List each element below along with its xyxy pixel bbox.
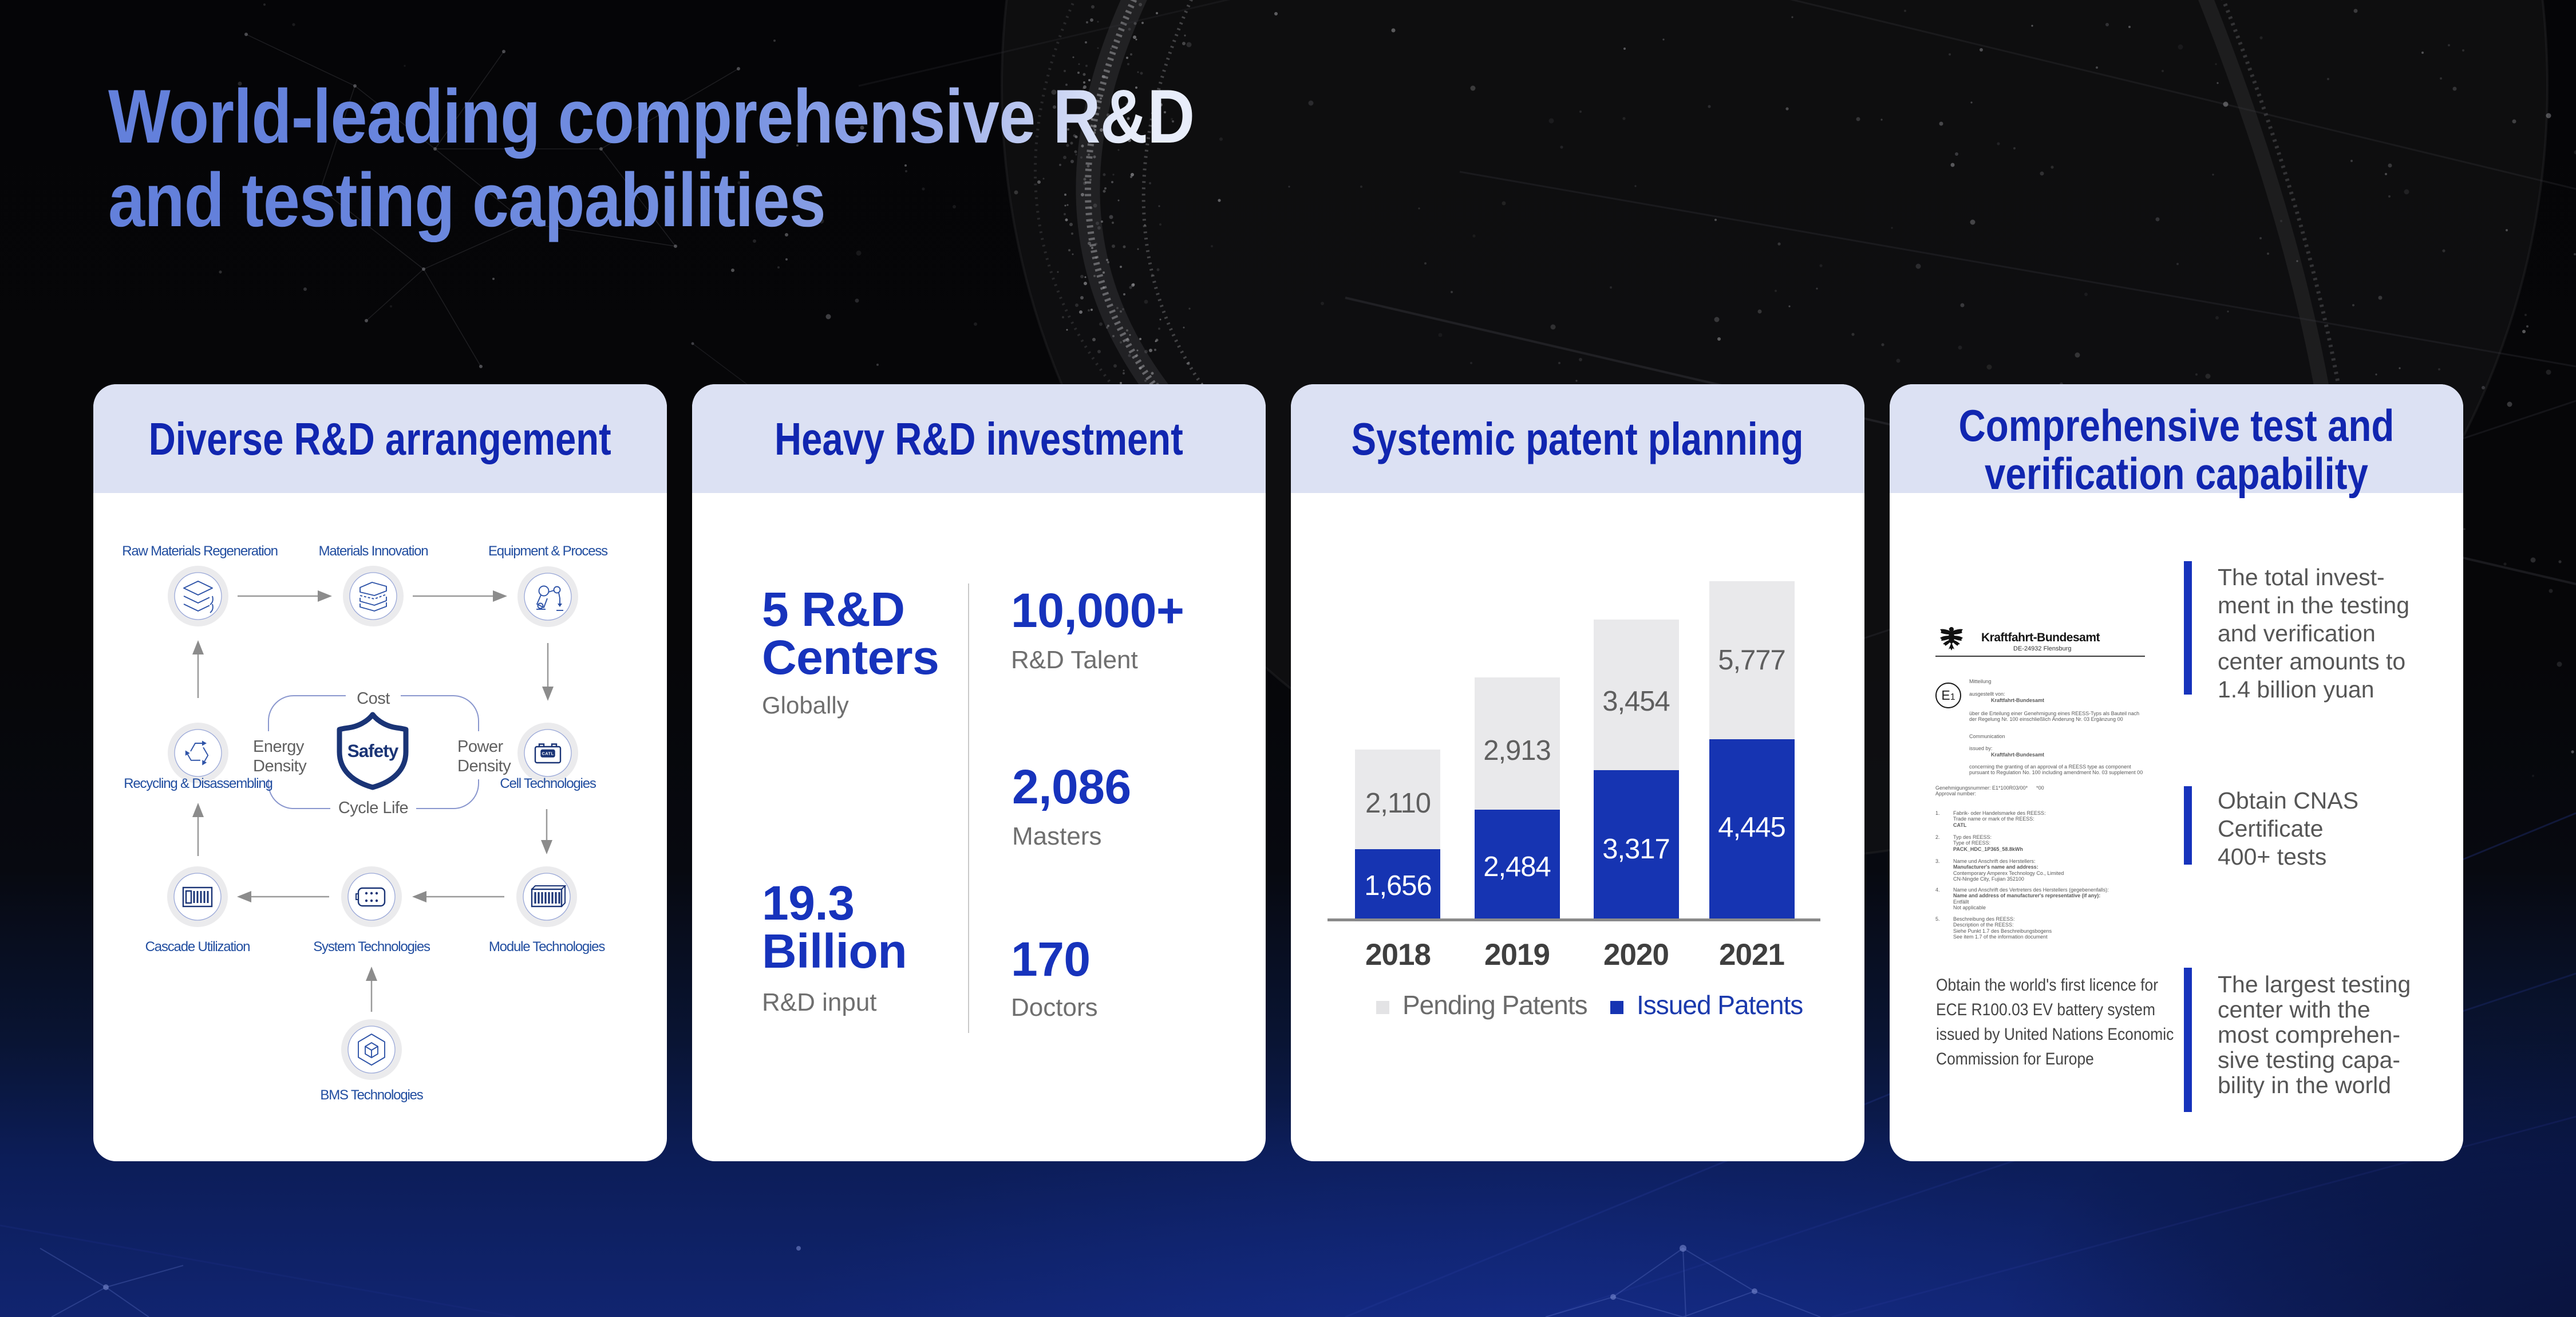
svg-text:Cost: Cost: [357, 689, 390, 708]
svg-text:2020: 2020: [1603, 938, 1669, 972]
svg-text:Density: Density: [457, 757, 511, 775]
svg-text:2,913: 2,913: [1483, 735, 1551, 766]
svg-text:2,484: 2,484: [1483, 851, 1551, 882]
svg-text:Equipment & Process: Equipment & Process: [488, 543, 608, 559]
svg-text:Cell Technologies: Cell Technologies: [500, 776, 596, 791]
svg-text:Pending Patents: Pending Patents: [1402, 990, 1587, 1020]
svg-text:3,454: 3,454: [1602, 686, 1670, 717]
svg-text:Power: Power: [457, 738, 504, 756]
svg-text:2021: 2021: [1719, 938, 1784, 972]
svg-text:Cycle Life: Cycle Life: [338, 799, 408, 817]
svg-text:2,110: 2,110: [1365, 788, 1431, 819]
svg-text:Module Technologies: Module Technologies: [489, 939, 605, 955]
svg-text:System Technologies: System Technologies: [313, 939, 430, 955]
svg-text:Energy: Energy: [253, 738, 305, 756]
svg-text:Safety: Safety: [347, 740, 399, 761]
svg-text:Materials Innovation: Materials Innovation: [319, 543, 428, 559]
svg-text:CATL: CATL: [542, 751, 554, 756]
svg-text:4,445: 4,445: [1718, 812, 1785, 843]
svg-text:5,777: 5,777: [1718, 645, 1785, 676]
svg-text:Issued Patents: Issued Patents: [1637, 990, 1803, 1020]
svg-text:Raw Materials Regeneration: Raw Materials Regeneration: [122, 543, 278, 559]
svg-text:BMS Technologies: BMS Technologies: [320, 1087, 423, 1103]
svg-text:2018: 2018: [1365, 938, 1431, 972]
svg-text:3,317: 3,317: [1602, 834, 1670, 865]
svg-text:Cascade Utilization: Cascade Utilization: [145, 939, 250, 955]
svg-text:1,656: 1,656: [1364, 870, 1432, 901]
svg-text:2019: 2019: [1484, 938, 1550, 972]
svg-text:Recycling & Disassembling: Recycling & Disassembling: [124, 776, 272, 791]
svg-text:Density: Density: [253, 757, 307, 775]
